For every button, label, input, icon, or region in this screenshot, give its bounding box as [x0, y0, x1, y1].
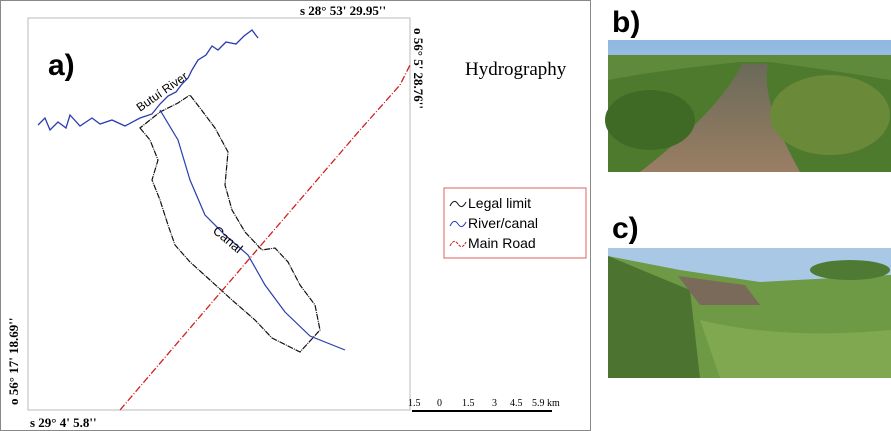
scale-label: 1.5: [462, 398, 475, 409]
legend-label: Main Road: [468, 235, 536, 251]
coordinate-right: o 56° 5' 28.76'': [411, 28, 426, 109]
scale-label: 0: [437, 398, 442, 409]
coordinate-top: s 28° 53' 29.95'': [300, 3, 386, 18]
scale-unit: km: [547, 398, 560, 409]
figure: a) Hydrography s 28° 53' 29.95'' o 56° 5…: [0, 0, 891, 431]
coordinate-left: o 56° 17' 18.69'': [6, 317, 21, 405]
panel-label: a): [48, 49, 75, 82]
scale-label: 5.9: [532, 398, 545, 409]
legend-label: Legal limit: [468, 195, 531, 211]
panel-label: c): [612, 212, 639, 245]
scale-label: 1.5: [408, 398, 421, 409]
photo: [605, 40, 891, 172]
scale-label: 4.5: [510, 398, 523, 409]
coordinate-bottom: s 29° 4' 5.8'': [30, 415, 97, 430]
map-title: Hydrography: [465, 59, 567, 80]
panel-label: b): [612, 6, 640, 39]
scale-label: 3: [492, 398, 497, 409]
photo: [608, 248, 891, 378]
legend-label: River/canal: [468, 215, 538, 231]
